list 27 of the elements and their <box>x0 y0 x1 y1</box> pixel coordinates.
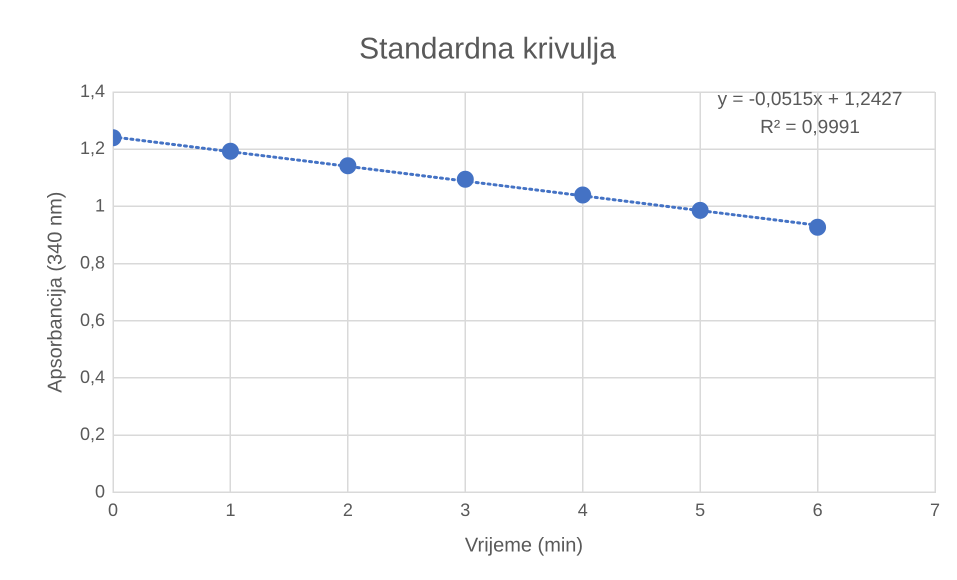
x-tick-label: 7 <box>930 500 940 520</box>
annotation: y = -0,0515x + 1,2427 <box>718 89 902 110</box>
x-tick-label: 1 <box>225 500 236 520</box>
annotation: R² = 0,9991 <box>760 117 860 138</box>
point <box>574 186 592 204</box>
y-tick-label: 1,4 <box>80 80 106 101</box>
x-tick-label: 0 <box>108 500 118 520</box>
x-tick-label: 2 <box>342 500 353 520</box>
chart-title: Standardna krivulja <box>359 32 616 66</box>
point <box>692 202 709 219</box>
y-tick-label: 1 <box>95 195 106 216</box>
point <box>339 157 356 174</box>
y-tick-label: 0,8 <box>80 252 106 273</box>
point <box>222 142 239 160</box>
y-tick-label: 0,6 <box>80 310 106 330</box>
x-tick-label: 3 <box>460 500 470 520</box>
point <box>456 170 474 188</box>
y-tick-label: 0 <box>95 481 106 502</box>
y-tick-label: 0,2 <box>80 424 106 444</box>
x-tick-label: 5 <box>695 500 706 520</box>
y-axis-title: Apsorbancija (340 nm) <box>44 192 67 393</box>
point <box>809 218 826 236</box>
x-axis-title: Vrijeme (min) <box>464 534 584 557</box>
x-tick-label: 4 <box>578 500 588 520</box>
x-tick-label: 6 <box>812 500 823 520</box>
y-tick-label: 0,4 <box>80 366 106 387</box>
y-tick-label: 1,2 <box>80 138 106 158</box>
